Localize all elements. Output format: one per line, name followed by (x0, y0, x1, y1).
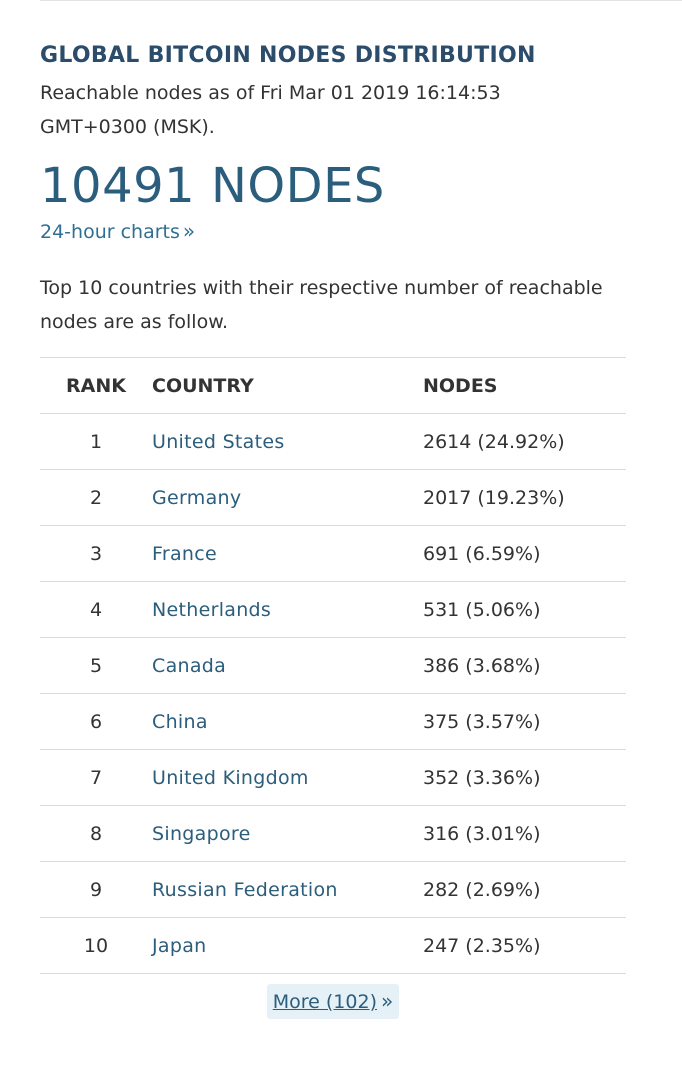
country-link[interactable]: Germany (152, 486, 242, 509)
table-row: 6 China 375 (3.57%) (40, 693, 626, 750)
country-link[interactable]: United States (152, 430, 285, 453)
country-cell: Russian Federation (152, 861, 423, 918)
nodes-distribution-panel: GLOBAL BITCOIN NODES DISTRIBUTION Reacha… (40, 36, 626, 1019)
nodes-cell: 352 (3.36%) (423, 749, 626, 806)
countries-table: RANK COUNTRY NODES 1 United States 2614 (2… (40, 357, 626, 974)
country-cell: China (152, 693, 423, 750)
nodes-cell: 316 (3.01%) (423, 805, 626, 862)
country-link[interactable]: Japan (152, 934, 207, 957)
nodes-cell: 531 (5.06%) (423, 581, 626, 638)
country-link[interactable]: Singapore (152, 822, 251, 845)
country-link[interactable]: United Kingdom (152, 766, 309, 789)
rank-cell: 4 (40, 581, 152, 638)
nodes-cell: 2017 (19.23%) (423, 469, 626, 526)
charts-link[interactable]: 24-hour charts» (40, 218, 195, 245)
rank-cell: 8 (40, 805, 152, 862)
country-cell: Germany (152, 469, 423, 526)
country-link[interactable]: Netherlands (152, 598, 272, 621)
rank-cell: 10 (40, 917, 152, 974)
table-row: 3 France 691 (6.59%) (40, 525, 626, 582)
timestamp-subtitle: Reachable nodes as of Fri Mar 01 2019 16… (40, 82, 501, 138)
intro-text: Top 10 countries with their respective n… (40, 277, 603, 333)
table-row: 2 Germany 2017 (19.23%) (40, 469, 626, 526)
country-cell: Netherlands (152, 581, 423, 638)
country-cell: Canada (152, 637, 423, 694)
table-row: 4 Netherlands 531 (5.06%) (40, 581, 626, 638)
rank-cell: 3 (40, 525, 152, 582)
charts-link-label: 24-hour charts (40, 221, 180, 243)
top-divider (40, 0, 682, 1)
double-chevron-right-icon: » (380, 989, 394, 1013)
nodes-cell: 282 (2.69%) (423, 861, 626, 918)
country-cell: United States (152, 413, 423, 470)
rank-cell: 6 (40, 693, 152, 750)
rank-cell: 7 (40, 749, 152, 806)
node-count: 10491 NODES (40, 158, 385, 214)
rank-cell: 2 (40, 469, 152, 526)
table-row: 7 United Kingdom 352 (3.36%) (40, 749, 626, 806)
country-cell: Singapore (152, 805, 423, 862)
table-row: 9 Russian Federation 282 (2.69%) (40, 861, 626, 918)
nodes-cell: 386 (3.68%) (423, 637, 626, 694)
rank-cell: 5 (40, 637, 152, 694)
country-cell: France (152, 525, 423, 582)
country-cell: United Kingdom (152, 749, 423, 806)
nodes-cell: 691 (6.59%) (423, 525, 626, 582)
column-header-nodes: NODES (423, 357, 626, 414)
more-button[interactable]: More (102)» (266, 984, 400, 1019)
rank-cell: 9 (40, 861, 152, 918)
country-link[interactable]: Canada (152, 654, 227, 677)
more-button-label: More (102) (272, 991, 377, 1013)
double-chevron-right-icon: » (182, 219, 196, 243)
more-container: More (102)» (40, 984, 626, 1019)
table-row: 5 Canada 386 (3.68%) (40, 637, 626, 694)
table-header-row: RANK COUNTRY NODES (40, 357, 626, 414)
country-cell: Japan (152, 917, 423, 974)
nodes-cell: 247 (2.35%) (423, 917, 626, 974)
nodes-cell: 2614 (24.92%) (423, 413, 626, 470)
column-header-rank: RANK (40, 357, 152, 414)
page-title: GLOBAL BITCOIN NODES DISTRIBUTION (40, 43, 536, 68)
column-header-country: COUNTRY (152, 357, 423, 414)
table-row: 1 United States 2614 (24.92%) (40, 413, 626, 470)
country-link[interactable]: China (152, 710, 208, 733)
nodes-cell: 375 (3.57%) (423, 693, 626, 750)
table-row: 10 Japan 247 (2.35%) (40, 917, 626, 974)
table-row: 8 Singapore 316 (3.01%) (40, 805, 626, 862)
country-link[interactable]: France (152, 542, 217, 565)
rank-cell: 1 (40, 413, 152, 470)
country-link[interactable]: Russian Federation (152, 878, 338, 901)
